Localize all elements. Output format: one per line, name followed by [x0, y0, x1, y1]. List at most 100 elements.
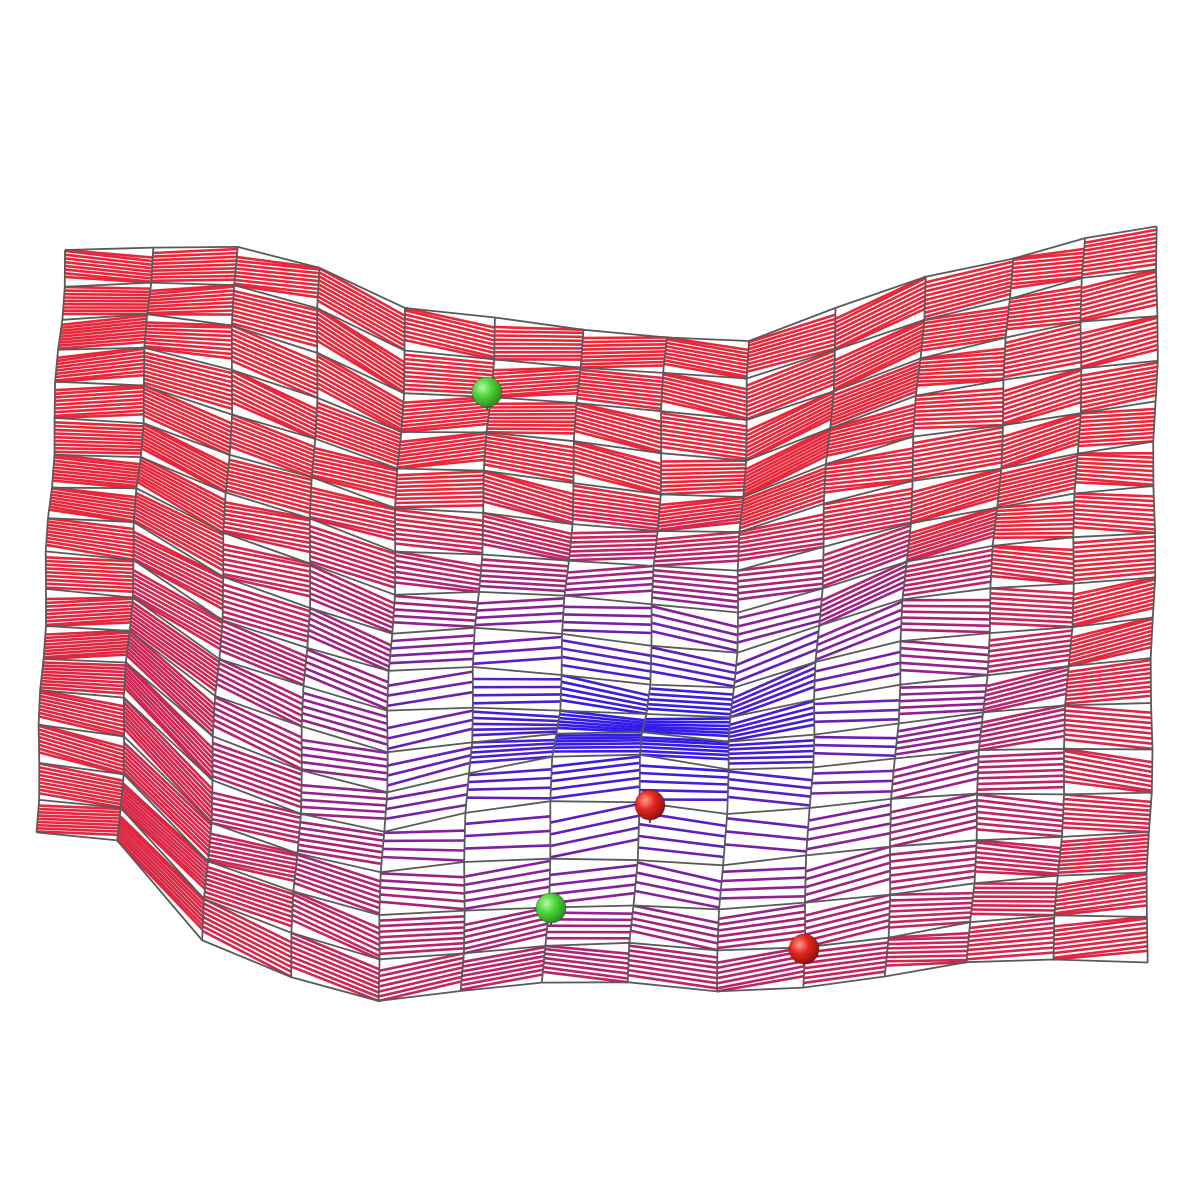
contour-segment [979, 723, 1065, 743]
contour-segment [137, 474, 225, 526]
contour-segment [48, 508, 134, 524]
contour-segment [889, 906, 972, 913]
contour-segment [1063, 807, 1151, 817]
contour-segment [633, 904, 719, 925]
contour-segment [562, 620, 652, 626]
contour-segment [630, 929, 718, 952]
contour-segment [834, 318, 925, 362]
contour-segment [743, 447, 829, 493]
contour-segment [144, 337, 232, 347]
contour-segment [1080, 275, 1157, 299]
contour-segment [1008, 298, 1081, 312]
contour-segment [1061, 833, 1149, 844]
contour-segment [380, 879, 465, 887]
contour-segment [39, 792, 122, 809]
contour-segment [966, 946, 1054, 956]
contour-segment [482, 483, 574, 513]
contour-segment [573, 429, 662, 455]
contour-segment [1002, 387, 1082, 416]
contour-segment [301, 760, 388, 775]
contour-segment [1080, 419, 1155, 428]
contour-segment [1082, 249, 1157, 264]
contour-segment [64, 253, 153, 267]
contour-segment [301, 798, 387, 807]
contour-segment [551, 755, 641, 768]
contour-segment [1084, 232, 1157, 248]
contour-segment [917, 377, 1004, 383]
contour-segment [306, 654, 389, 690]
contour-segment [316, 405, 402, 441]
contour-segment [1081, 262, 1157, 276]
contour-segment [132, 589, 222, 642]
contour-segment [1081, 377, 1158, 396]
contour-segment [209, 841, 297, 862]
contour-segment [819, 575, 906, 618]
contour-segment [732, 660, 816, 700]
contour-segment [311, 469, 396, 492]
contour-segment [471, 742, 555, 749]
contour-segment [976, 793, 1064, 807]
contour-segment [54, 424, 144, 432]
contour-segment [45, 578, 134, 586]
contour-segment [317, 278, 406, 330]
mesh-row-line [45, 625, 1152, 754]
contour-segment [899, 708, 984, 716]
contour-segment [309, 544, 396, 575]
contour-segment [905, 553, 993, 573]
contour-segment [64, 292, 150, 297]
contour-segment [923, 317, 1008, 333]
contour-segment [480, 579, 566, 588]
contour-segment [912, 439, 1003, 458]
contour-segment [123, 763, 211, 849]
contour-segment [39, 777, 123, 796]
contour-segment [212, 763, 303, 798]
contour-segment [64, 257, 153, 270]
contour-segment [214, 695, 303, 739]
contour-segment [889, 805, 978, 828]
contour-segment [134, 495, 224, 541]
contour-segment [55, 362, 145, 376]
contour-segment [302, 698, 388, 726]
contour-segment [804, 918, 890, 943]
contour-segment [640, 742, 729, 750]
contour-segment [1073, 553, 1156, 563]
contour-segment [299, 826, 384, 842]
contour-segment [379, 956, 464, 978]
contour-segment [717, 923, 806, 938]
contour-segment [1002, 392, 1082, 420]
contour-segment [464, 844, 551, 850]
contour-segment [728, 717, 815, 739]
contour-segment [135, 491, 224, 537]
contour-segment [231, 369, 318, 415]
mesh-column-line [116, 247, 155, 841]
contour-segment [889, 857, 977, 870]
contour-segment [988, 648, 1071, 663]
contour-segment [549, 873, 637, 887]
contour-segment [913, 414, 1004, 422]
contour-segment [888, 931, 969, 939]
contour-segment [722, 866, 806, 874]
contour-segment [44, 637, 129, 646]
contour-segment [628, 958, 718, 975]
contour-segment [1053, 949, 1148, 961]
contour-segment [1081, 381, 1158, 400]
contour-segment [313, 450, 398, 472]
contour-segment [310, 494, 396, 515]
contour-segment [573, 505, 660, 520]
contour-segment [640, 745, 729, 753]
contour-segment [914, 401, 1004, 409]
contour-segment [130, 612, 219, 676]
contour-segment [900, 654, 989, 664]
contour-segment [661, 481, 745, 488]
contour-segment [1003, 351, 1082, 370]
contour-segment [387, 753, 472, 777]
contour-segment [301, 711, 388, 739]
contour-segment [55, 355, 145, 369]
contour-segment [144, 346, 232, 360]
contour-segment [144, 344, 232, 356]
contour-segment [972, 899, 1056, 903]
contour-segment [746, 353, 836, 392]
contour-segment [660, 428, 747, 445]
contour-segment [817, 600, 903, 640]
contour-segment [747, 321, 836, 351]
